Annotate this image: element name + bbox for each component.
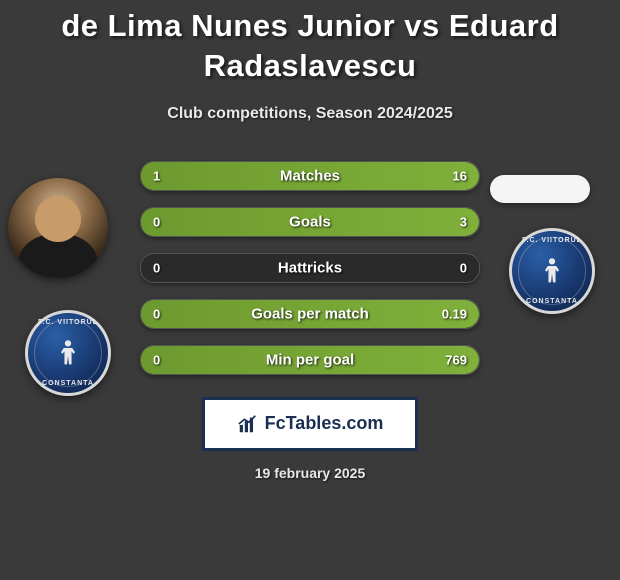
stat-label: Min per goal bbox=[141, 351, 479, 368]
subtitle: Club competitions, Season 2024/2025 bbox=[0, 105, 620, 123]
club-badge-text-top: F.C. VIITORUL bbox=[512, 237, 592, 244]
date-label: 19 february 2025 bbox=[0, 465, 620, 481]
club-badge-text-top: F.C. VIITORUL bbox=[28, 319, 108, 326]
stat-label: Matches bbox=[141, 167, 479, 184]
stat-row: 00.19Goals per match bbox=[140, 299, 480, 329]
stat-label: Goals per match bbox=[141, 305, 479, 322]
page-title: de Lima Nunes Junior vs Eduard Radaslave… bbox=[0, 6, 620, 87]
stat-label: Goals bbox=[141, 213, 479, 230]
player-left-photo bbox=[8, 178, 108, 278]
stat-row: 03Goals bbox=[140, 207, 480, 237]
stat-row: 116Matches bbox=[140, 161, 480, 191]
club-badge-text-bottom: CONSTANTA bbox=[512, 298, 592, 305]
club-badge-text-bottom: CONSTANTA bbox=[28, 380, 108, 387]
bar-chart-icon bbox=[237, 413, 259, 435]
club-badge-right: F.C. VIITORUL CONSTANTA bbox=[509, 228, 595, 314]
stat-row: 00Hattricks bbox=[140, 253, 480, 283]
stats-panel: 116Matches 03Goals 00Hattricks 00.19Goals p… bbox=[140, 161, 480, 375]
brand-label: FcTables.com bbox=[265, 413, 384, 434]
brand-box[interactable]: FcTables.com bbox=[202, 397, 418, 451]
player-right-placeholder bbox=[490, 175, 590, 203]
stat-label: Hattricks bbox=[141, 259, 479, 276]
stat-row: 0769Min per goal bbox=[140, 345, 480, 375]
club-badge-left: F.C. VIITORUL CONSTANTA bbox=[25, 310, 111, 396]
